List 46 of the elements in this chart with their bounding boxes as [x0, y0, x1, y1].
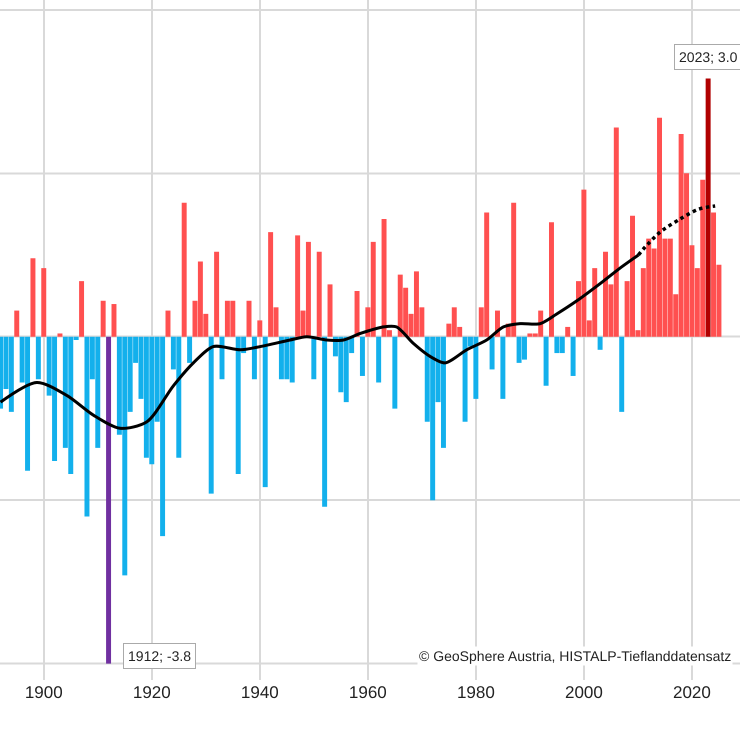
bar [565, 326, 570, 337]
bar [106, 336, 112, 664]
x-tick-label: 2000 [564, 683, 603, 702]
bar [360, 336, 365, 376]
annotation: 2023; 3.0 [679, 49, 738, 65]
bar [262, 336, 268, 488]
bar [57, 333, 62, 337]
bar [376, 336, 382, 382]
bar [36, 336, 41, 380]
bar [252, 336, 257, 380]
bar [354, 290, 360, 337]
bar [322, 336, 328, 507]
bar [14, 310, 20, 337]
bar [619, 336, 624, 412]
bar [208, 336, 214, 494]
bar [392, 336, 398, 409]
bar [220, 336, 224, 380]
bar [41, 268, 46, 337]
bar [246, 300, 252, 337]
bar [316, 252, 322, 337]
x-tick-label: 1960 [348, 683, 387, 702]
bar [257, 320, 262, 337]
bar [182, 202, 187, 337]
bar [100, 300, 106, 337]
bar [166, 310, 170, 337]
x-tick-label: 1940 [240, 683, 279, 702]
bar [570, 336, 576, 376]
bar [311, 336, 316, 380]
bar [500, 336, 506, 399]
bar [30, 258, 36, 337]
bar [214, 252, 220, 337]
bar [490, 336, 495, 370]
bar [544, 336, 549, 386]
bar [187, 336, 192, 363]
x-tick-label: 2020 [673, 683, 711, 702]
annotation: 1912; -3.8 [128, 648, 192, 664]
x-tick-label: 1980 [456, 683, 495, 702]
bar [549, 222, 554, 337]
bar [328, 284, 333, 337]
annotation: © GeoSphere Austria, HISTALP-Tieflanddatensatz [419, 648, 732, 664]
bar [598, 336, 603, 350]
bar [79, 281, 84, 337]
x-tick-label: 1900 [24, 683, 63, 702]
x-tick-label: 1920 [132, 683, 171, 702]
bar [111, 304, 116, 337]
bar [706, 78, 711, 337]
